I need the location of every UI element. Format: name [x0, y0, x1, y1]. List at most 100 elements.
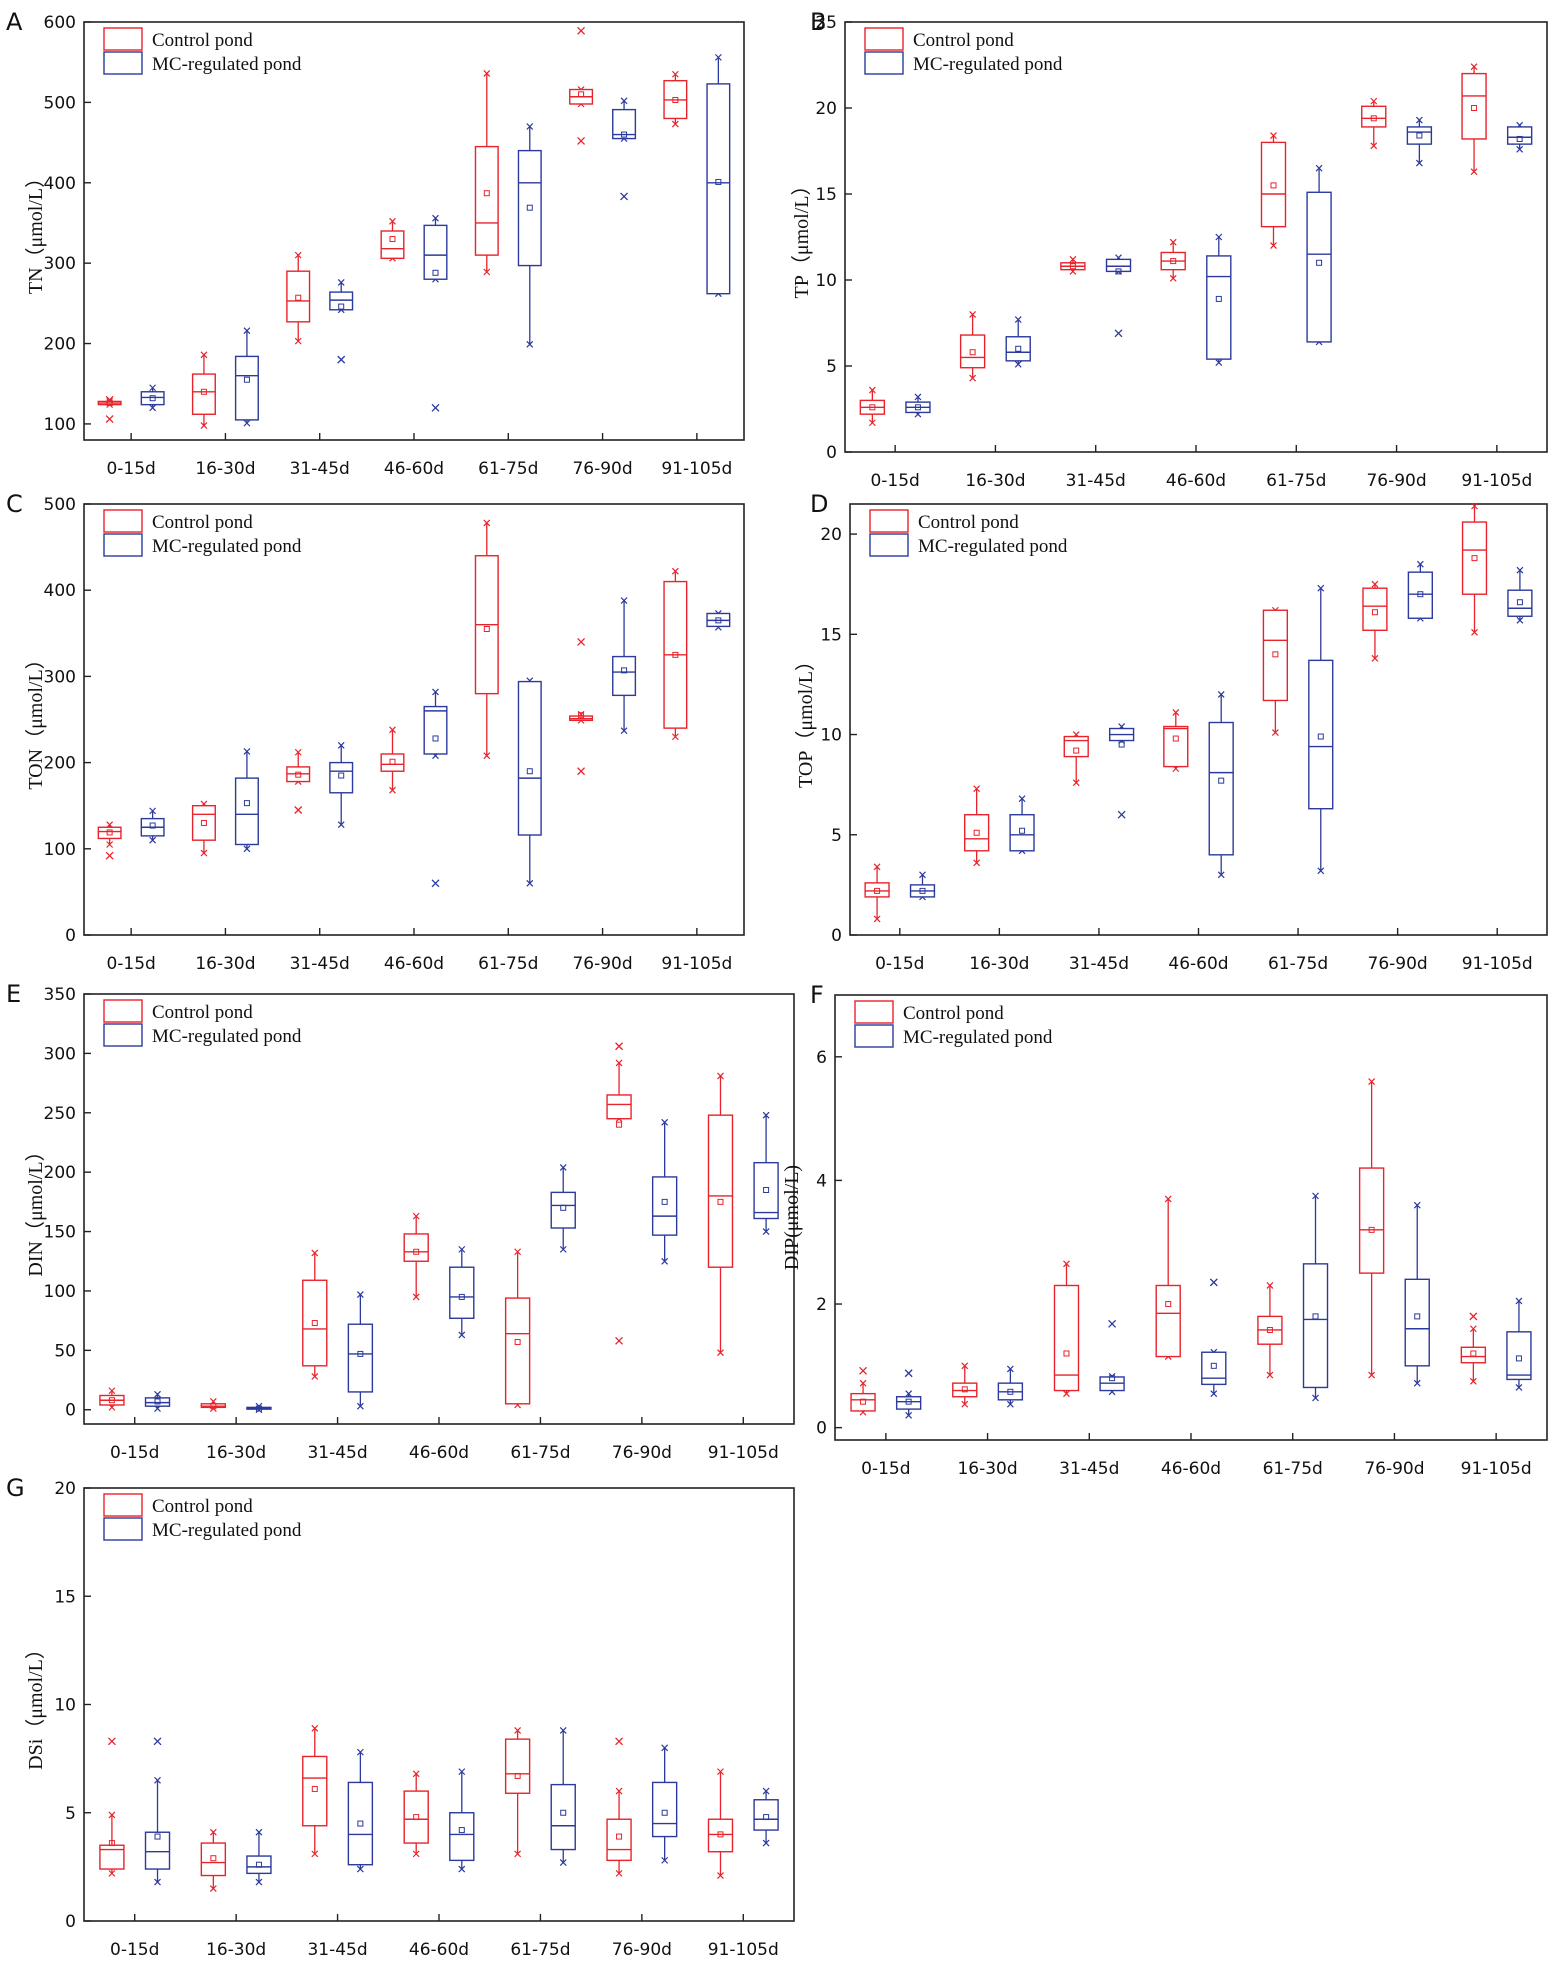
box-control-91-105d — [707, 1768, 734, 1879]
y-tick-label: 15 — [820, 625, 842, 645]
mean-marker — [338, 303, 345, 310]
y-tick-label: 10 — [54, 1696, 76, 1716]
whisker-end-marker — [1014, 360, 1022, 368]
box-control-31-45d — [1053, 1260, 1080, 1398]
whisker-end-marker — [1317, 867, 1325, 875]
box-control-61-75d — [1260, 132, 1287, 250]
whisker-end-marker — [294, 251, 302, 259]
box-mc-0-15d — [909, 871, 936, 901]
whisker-end-marker — [526, 340, 534, 348]
box-mc-16-30d — [1005, 316, 1031, 368]
box-control-16-30d — [959, 310, 986, 382]
box-mc-31-45d — [1105, 254, 1132, 338]
mean-marker — [338, 772, 345, 779]
whisker-end-marker — [873, 915, 881, 923]
whisker-end-marker — [615, 1059, 623, 1067]
mean-marker — [1471, 555, 1478, 562]
mean-marker — [914, 404, 921, 411]
legend-label-mc: MC-regulated pond — [918, 536, 1068, 557]
x-tick-label: 76-90d — [572, 459, 632, 479]
box-body — [140, 391, 165, 406]
box-control-46-60d — [403, 1212, 429, 1301]
whisker-end-marker — [914, 393, 922, 401]
mean-marker — [661, 1198, 668, 1205]
legend-label-mc: MC-regulated pond — [152, 1520, 302, 1541]
whisker-end-marker — [1271, 729, 1279, 736]
box-body — [200, 1842, 227, 1877]
box-body — [1461, 521, 1488, 595]
x-tick-label: 61-75d — [1263, 1459, 1323, 1479]
whisker-end-marker — [671, 733, 679, 741]
chart-panel-c: C 0 100 200 300 400 500 0-15d 16-30d 31-45d 46-60d… — [6, 490, 745, 974]
chart-panel-b: B 0 5 10 15 20 25 0-15d 16-30d 31-45d 46-60d 61-75d… — [790, 8, 1548, 491]
y-tick-label: 300 — [44, 254, 76, 274]
mean-marker — [1007, 1388, 1014, 1395]
legend-label-control: Control pond — [903, 1003, 1004, 1024]
outlier-marker — [577, 137, 586, 145]
y-tick-label: 200 — [44, 335, 76, 355]
mean-marker — [616, 1121, 623, 1128]
box-body — [1163, 725, 1189, 768]
box-control-31-45d — [302, 1249, 328, 1380]
plot-frame — [83, 993, 795, 1425]
box-body — [517, 149, 542, 267]
whisker-end-marker — [209, 1885, 217, 1892]
y-tick-label: 250 — [44, 1104, 76, 1124]
x-tick-label: 61-75d — [478, 459, 538, 479]
box-control-76-90d — [1358, 1078, 1385, 1379]
y-tick-label: 15 — [815, 185, 837, 205]
whisker-end-marker — [1368, 1371, 1376, 1379]
whisker-end-marker — [661, 1118, 669, 1126]
box-body — [753, 1799, 779, 1831]
mean-marker — [295, 771, 302, 778]
box-mc-76-90d — [651, 1744, 678, 1864]
mean-marker — [1516, 135, 1523, 142]
whisker-end-marker — [615, 1869, 623, 1877]
x-tick-label: 0-15d — [870, 471, 919, 491]
box-control-16-30d — [191, 800, 216, 857]
box-body — [246, 1855, 272, 1875]
mean-marker — [1266, 1326, 1273, 1333]
whisker-end-marker — [1215, 359, 1223, 366]
outlier-marker — [615, 1737, 624, 1746]
outlier-marker — [1209, 1278, 1218, 1287]
mean-marker — [1073, 747, 1080, 754]
whisker-end-marker — [432, 214, 439, 222]
x-tick-label: 61-75d — [1266, 471, 1326, 491]
box-control-46-60d — [403, 1770, 429, 1858]
mean-marker — [1368, 1226, 1375, 1233]
box-body — [1053, 1284, 1080, 1392]
legend-swatch-control — [103, 27, 143, 51]
box-control-31-45d — [1060, 255, 1086, 275]
whisker-end-marker — [969, 374, 977, 382]
box-mc-46-60d — [449, 1768, 475, 1873]
box-mc-16-30d — [234, 327, 259, 427]
whisker-end-marker — [108, 1387, 116, 1395]
whisker-end-marker — [1169, 274, 1177, 282]
box-body — [302, 1279, 328, 1367]
outlier-marker — [615, 1336, 624, 1345]
box-body — [1407, 571, 1433, 619]
panel-letter: D — [810, 490, 828, 518]
whisker-end-marker — [356, 1748, 364, 1756]
legend-swatch-mc — [103, 1023, 143, 1047]
x-tick-label: 91-105d — [661, 954, 732, 974]
whisker-end-marker — [905, 1411, 913, 1419]
plot-frame — [83, 1487, 795, 1922]
y-axis-title: TOP（μmol/L） — [794, 651, 817, 788]
whisker-end-marker — [1516, 616, 1524, 624]
box-mc-16-30d — [246, 1402, 272, 1414]
panel-letter: F — [810, 981, 824, 1009]
box-mc-61-75d — [1306, 164, 1332, 346]
y-tick-label: 300 — [44, 1044, 76, 1064]
box-control-76-90d — [606, 1042, 632, 1345]
whisker-end-marker — [255, 1878, 263, 1886]
whisker-end-marker — [243, 419, 251, 427]
mean-marker — [1115, 268, 1122, 275]
legend-swatch-control — [864, 27, 904, 51]
mean-marker — [243, 800, 250, 807]
outlier-marker — [107, 1737, 116, 1746]
box-control-76-90d — [569, 26, 594, 145]
box-body — [474, 145, 499, 256]
y-tick-label: 300 — [44, 667, 76, 687]
